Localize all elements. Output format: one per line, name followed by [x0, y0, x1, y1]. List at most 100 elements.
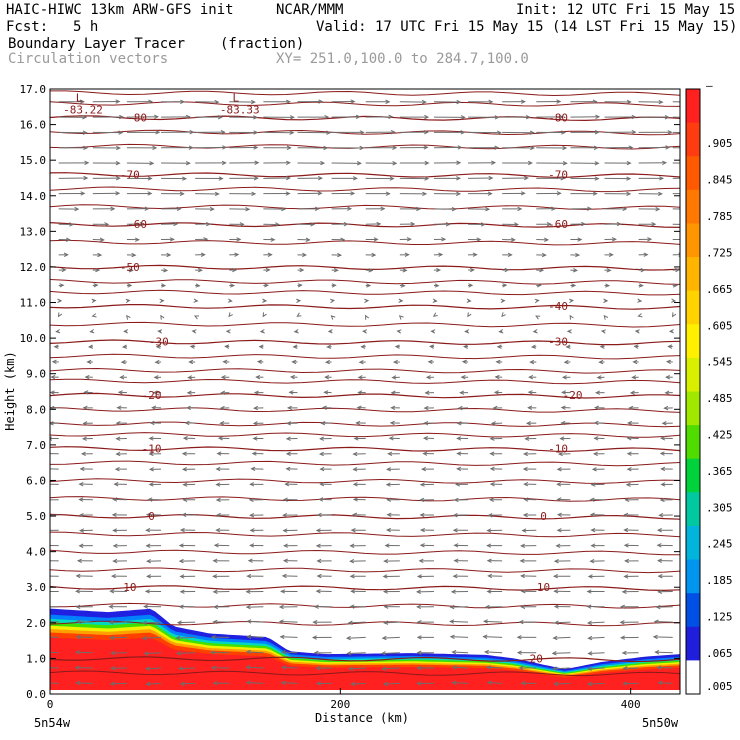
- isotherm-label: -70: [548, 168, 568, 181]
- wind-vector-head: [563, 359, 569, 365]
- wind-vector-head: [416, 665, 422, 671]
- wind-vector: [655, 651, 673, 654]
- isotherm-label: -10: [142, 442, 162, 455]
- wind-vector-head: [657, 558, 663, 563]
- surface-strip: [50, 690, 680, 694]
- wind-vector-head: [627, 420, 633, 426]
- wind-vector-head: [573, 268, 579, 273]
- wind-vector-head: [247, 558, 253, 563]
- wind-vector-head: [453, 497, 459, 503]
- isotherm-minor: [50, 378, 680, 385]
- isotherm--80: [50, 115, 680, 122]
- wind-vector-head: [398, 298, 404, 303]
- wind-vector-head: [457, 405, 463, 411]
- wind-vector-head: [520, 543, 526, 548]
- wind-vector-head: [113, 482, 119, 487]
- wind-vector-head: [293, 329, 299, 334]
- wind-vector: [50, 682, 59, 684]
- wind-vector: [452, 682, 469, 684]
- colorbar-swatch: [686, 257, 700, 292]
- wind-vector-head: [482, 634, 488, 639]
- isotherm-minor: [50, 186, 680, 193]
- wind-vector-head: [213, 604, 219, 610]
- wind-vector-head: [594, 130, 600, 135]
- wind-vector-head: [352, 482, 358, 487]
- wind-vector-head: [455, 191, 462, 197]
- wind-vector: [485, 651, 503, 654]
- wind-vector-head: [82, 405, 88, 411]
- wind-vector-head: [145, 527, 151, 533]
- wind-vector-head: [451, 680, 457, 685]
- wind-vector-head: [51, 359, 57, 365]
- wind-vector-head: [658, 99, 664, 105]
- wind-vector-head: [337, 252, 343, 258]
- wind-vector-head: [315, 589, 321, 594]
- wind-vector-head: [419, 497, 425, 503]
- wind-vector-head: [182, 436, 188, 441]
- wind-vector-head: [289, 374, 295, 380]
- colorbar-swatch: [686, 559, 700, 594]
- wind-vector-head: [50, 374, 56, 380]
- isotherm-minor: [50, 289, 680, 296]
- wind-vector-head: [359, 130, 365, 135]
- wind-vector-head: [349, 543, 355, 548]
- wind-vector-head: [352, 512, 358, 517]
- wind-vector-head: [265, 267, 271, 273]
- y-tick-label: 12.0: [20, 261, 47, 274]
- wind-vector-head: [331, 283, 337, 288]
- wind-vector-head: [329, 298, 336, 304]
- wind-vector-head: [451, 665, 457, 670]
- wind-vector-head: [590, 527, 596, 533]
- wind-vector-head: [665, 145, 671, 150]
- wind-vector-head: [386, 497, 392, 502]
- isotherm-minor: [50, 421, 680, 428]
- wind-vector-head: [517, 206, 523, 212]
- wind-vector-head: [78, 543, 84, 548]
- wind-vector-head: [285, 191, 291, 196]
- wind-vector-head: [246, 634, 252, 639]
- wind-vector-head: [324, 359, 330, 365]
- wind-vector-head: [565, 344, 571, 349]
- wind-vector-head: [256, 359, 262, 365]
- colorbar-swatch: [686, 593, 700, 628]
- wind-vector-head: [520, 589, 526, 594]
- wind-vector-head: [456, 160, 462, 165]
- wind-vector: [349, 667, 366, 670]
- wind-vector-head: [166, 252, 172, 258]
- wind-vector-head: [75, 619, 81, 624]
- wind-vector-head: [416, 650, 422, 655]
- wind-vector-head: [415, 589, 422, 594]
- colorbar-swatch: [686, 290, 700, 325]
- wind-vector-head: [436, 267, 442, 273]
- wind-vector-head: [423, 145, 429, 150]
- wind-vector-head: [320, 160, 326, 166]
- colorbar-swatch: [686, 89, 700, 124]
- isotherm-label: 0: [148, 510, 155, 523]
- wind-vector-head: [626, 436, 632, 441]
- wind-vector-head: [381, 635, 387, 641]
- wind-vector-head: [626, 160, 632, 166]
- wind-vector-head: [605, 283, 611, 288]
- wind-vector-head: [148, 99, 154, 104]
- wind-vector-head: [302, 252, 308, 258]
- wind-vector: [179, 667, 196, 670]
- wind-vector-head: [74, 650, 80, 655]
- wind-vector-head: [462, 344, 468, 349]
- wind-vector-head: [175, 650, 181, 656]
- wind-vector-head: [253, 145, 259, 150]
- colorbar-swatch: [686, 357, 700, 392]
- wind-vector: [247, 620, 264, 623]
- wind-vector-head: [209, 206, 215, 212]
- wind-vector-head: [622, 681, 628, 686]
- wind-vector-head: [81, 436, 87, 441]
- wind-vector-head: [178, 558, 184, 564]
- wind-vector-head: [424, 160, 430, 166]
- y-tick-label: 16.0: [20, 119, 47, 132]
- wind-vector: [281, 682, 298, 684]
- isotherm-minor: [50, 367, 680, 374]
- colorbar-label: .545: [706, 356, 733, 369]
- wind-vector-head: [327, 329, 333, 334]
- wind-vector-head: [143, 604, 149, 609]
- wind-vector: [587, 682, 605, 685]
- isotherm-minor: [50, 143, 680, 150]
